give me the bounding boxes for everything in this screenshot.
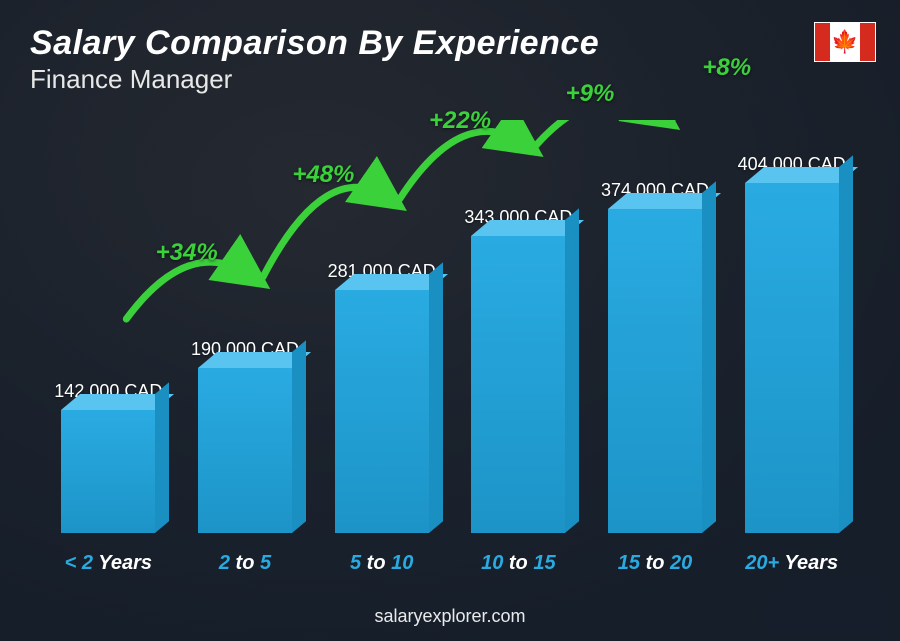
x-axis-label: < 2 Years (40, 552, 177, 575)
bar-front-face (198, 368, 292, 533)
bar (471, 236, 565, 533)
bar-side-face (292, 340, 306, 533)
x-axis-label: 15 to 20 (587, 552, 724, 575)
bar-side-face (839, 155, 853, 533)
chart-title: Salary Comparison By Experience (30, 24, 599, 63)
maple-leaf-icon: 🍁 (831, 31, 858, 53)
chart-subtitle: Finance Manager (30, 64, 232, 95)
bar-column: 190,000 CAD (177, 339, 314, 533)
bar-chart: 142,000 CAD190,000 CAD281,000 CAD343,000… (40, 120, 860, 585)
bar-column: 404,000 CAD (723, 154, 860, 533)
bar-front-face (61, 410, 155, 533)
bar-column: 343,000 CAD (450, 207, 587, 533)
bar-side-face (429, 262, 443, 533)
x-axis-label: 5 to 10 (313, 552, 450, 575)
increase-percent-label: +8% (702, 54, 751, 82)
bars-container: 142,000 CAD190,000 CAD281,000 CAD343,000… (40, 153, 860, 533)
increase-percent-label: +9% (566, 80, 615, 108)
flag-band-left (815, 23, 830, 61)
country-flag-canada: 🍁 (814, 22, 876, 62)
increase-percent-label: +22% (429, 107, 491, 135)
bar (335, 290, 429, 533)
bar-column: 142,000 CAD (40, 381, 177, 533)
infographic-stage: Salary Comparison By Experience Finance … (0, 0, 900, 641)
flag-band-right (860, 23, 875, 61)
x-axis-label: 10 to 15 (450, 552, 587, 575)
bar-front-face (608, 209, 702, 533)
bar-column: 281,000 CAD (313, 261, 450, 533)
x-axis-label: 2 to 5 (177, 552, 314, 575)
bar (198, 368, 292, 533)
bar-column: 374,000 CAD (587, 180, 724, 533)
bar-front-face (471, 236, 565, 533)
bar (61, 410, 155, 533)
bar-front-face (335, 290, 429, 533)
footer-attribution: salaryexplorer.com (0, 606, 900, 627)
bar-side-face (702, 181, 716, 533)
bar-side-face (155, 382, 169, 533)
bar-front-face (745, 183, 839, 533)
bar-side-face (565, 208, 579, 533)
x-axis-labels: < 2 Years2 to 55 to 1010 to 1515 to 2020… (40, 552, 860, 575)
x-axis-label: 20+ Years (723, 552, 860, 575)
flag-center: 🍁 (830, 23, 860, 61)
bar (608, 209, 702, 533)
bar (745, 183, 839, 533)
